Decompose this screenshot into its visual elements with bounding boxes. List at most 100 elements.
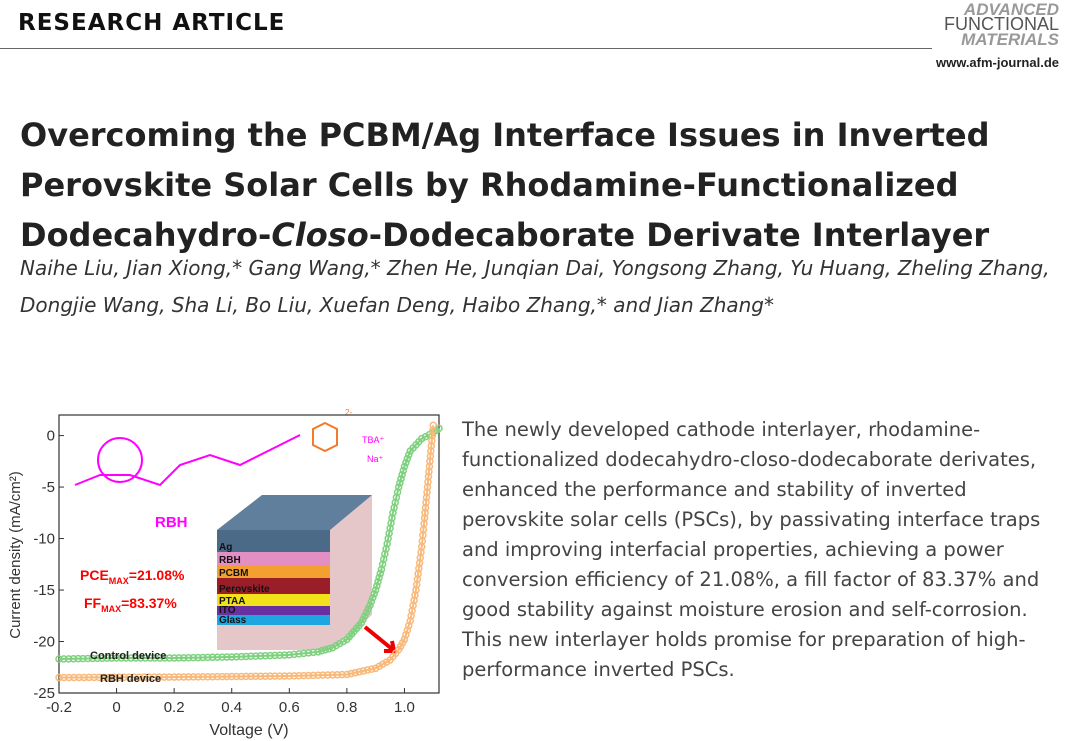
y-tick-label: -5 xyxy=(42,479,55,496)
data-point xyxy=(435,424,443,433)
data-point xyxy=(275,651,284,659)
data-point xyxy=(366,601,374,610)
data-point xyxy=(84,654,92,663)
x-tick-label: 0.6 xyxy=(279,699,300,716)
data-point xyxy=(160,654,169,662)
data-point xyxy=(403,455,412,463)
data-point xyxy=(80,673,88,682)
data-point xyxy=(421,509,429,517)
layer-label: PCBM xyxy=(219,568,248,579)
data-point xyxy=(103,654,111,662)
data-point xyxy=(237,652,246,661)
data-point xyxy=(117,654,126,662)
data-point xyxy=(314,648,322,656)
data-point xyxy=(304,649,313,657)
data-point xyxy=(299,671,308,680)
data-point xyxy=(317,647,326,655)
data-point xyxy=(427,442,436,450)
data-point xyxy=(355,668,363,676)
data-point xyxy=(156,654,164,662)
data-point xyxy=(375,573,383,582)
layer-label: PTAA xyxy=(219,596,245,607)
data-point xyxy=(93,654,102,663)
data-point xyxy=(79,654,87,663)
data-point xyxy=(424,473,433,481)
data-point xyxy=(112,654,121,662)
data-point xyxy=(427,447,435,455)
layer-glass xyxy=(217,615,330,625)
data-point xyxy=(426,452,435,460)
data-point xyxy=(256,672,265,681)
data-point xyxy=(261,652,270,660)
layer-pcbm xyxy=(217,565,330,578)
data-point xyxy=(208,672,217,681)
data-point xyxy=(363,666,372,674)
data-point xyxy=(98,654,106,662)
data-point xyxy=(421,432,430,441)
title-text: Overcoming the PCBM/Ag Interface Issues … xyxy=(20,116,990,254)
data-point xyxy=(347,669,355,678)
journal-url[interactable]: www.afm-journal.de xyxy=(935,55,1059,70)
data-point xyxy=(175,654,183,662)
data-point xyxy=(271,651,279,660)
data-point xyxy=(285,672,294,680)
data-point xyxy=(398,470,406,479)
data-point xyxy=(423,483,432,491)
logo-line: MATERIALS xyxy=(961,30,1059,49)
data-point xyxy=(266,651,274,660)
data-point xyxy=(189,673,198,681)
data-point xyxy=(237,672,246,681)
data-point xyxy=(290,672,298,680)
data-point xyxy=(135,673,143,681)
data-point xyxy=(247,652,255,661)
data-point xyxy=(394,483,403,491)
pce-annotation: PCEMAX=21.08% xyxy=(80,567,185,586)
data-point xyxy=(199,673,207,681)
charge-label: 2- xyxy=(345,408,352,417)
data-point xyxy=(422,498,430,507)
data-point xyxy=(88,654,97,663)
data-point xyxy=(140,673,148,681)
data-point xyxy=(194,673,202,681)
data-point xyxy=(223,653,231,661)
data-point xyxy=(371,586,380,594)
data-point xyxy=(218,653,226,661)
data-point xyxy=(376,569,385,578)
data-point xyxy=(425,467,433,476)
layer-label: Glass xyxy=(219,615,247,626)
data-point xyxy=(367,665,376,673)
journal-logo[interactable]: ADVANCED FUNCTIONAL MATERIALS www.afm-jo… xyxy=(935,1,1059,70)
data-point xyxy=(295,650,303,658)
y-tick-label: 0 xyxy=(47,428,55,445)
x-tick-label: -0.2 xyxy=(46,699,72,716)
data-point xyxy=(399,466,408,475)
layer-label: ITO xyxy=(219,605,236,616)
data-point xyxy=(146,654,154,662)
data-point xyxy=(309,671,318,680)
data-point xyxy=(280,672,289,680)
data-point xyxy=(369,594,377,602)
article-title: Overcoming the PCBM/Ag Interface Issues … xyxy=(20,110,1020,260)
x-tick-label: 0.2 xyxy=(164,699,185,716)
data-point xyxy=(304,671,313,680)
data-point xyxy=(338,670,346,679)
title-italic: Closo xyxy=(271,216,369,254)
data-point xyxy=(373,582,381,590)
legend-rbh: RBH device xyxy=(100,673,161,685)
data-point xyxy=(323,671,332,679)
data-point xyxy=(280,651,289,659)
data-point xyxy=(136,654,145,662)
layer-perovskite xyxy=(217,578,330,594)
layer-ptaa xyxy=(217,594,330,606)
data-point xyxy=(213,653,222,661)
data-point xyxy=(367,597,376,606)
data-point xyxy=(55,655,63,663)
cation-label: TBA⁺ xyxy=(362,435,385,445)
data-point xyxy=(422,493,431,502)
data-point xyxy=(165,673,173,681)
y-tick-label: -25 xyxy=(33,685,55,702)
data-point xyxy=(203,653,212,662)
data-point xyxy=(295,672,303,680)
layer-label: Perovskite xyxy=(219,584,270,595)
